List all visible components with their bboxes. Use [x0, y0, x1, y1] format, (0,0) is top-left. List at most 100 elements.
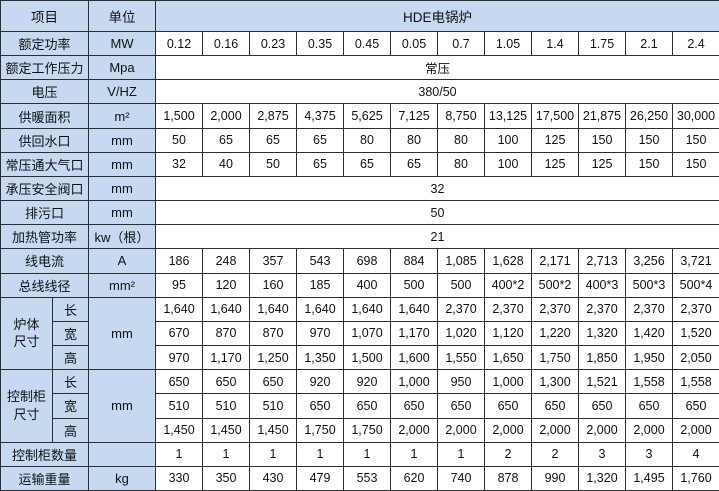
- value-cell: 2,000: [671, 417, 719, 443]
- table-row: 宽 510 510 510 650 650 650 650 650 650 650 650 650: [1, 393, 719, 419]
- value-cell: 1,640: [202, 296, 250, 322]
- row-unit: mm: [88, 296, 156, 371]
- value-cell: 650: [155, 369, 203, 395]
- row-label: 额定功率: [0, 30, 89, 57]
- value-cell: 186: [155, 248, 203, 274]
- table-row: 电压 V/HZ 380/50: [0, 79, 719, 105]
- value-cell: 80: [343, 127, 391, 153]
- value-cell: 125: [531, 127, 579, 153]
- table-row: 宽 670 870 870 970 1,070 1,170 1,020 1,120 1,220 1,…: [1, 320, 719, 347]
- value-cell: 510: [202, 393, 250, 419]
- value-cell: 0.16: [202, 30, 250, 57]
- value-cell: 1,520: [671, 320, 719, 347]
- value-cell: 95: [155, 272, 203, 298]
- value-cell: 2,000: [625, 417, 673, 443]
- value-cell: 50: [249, 151, 297, 177]
- table-row: 炉体 尺寸长 mm 1,640 1,640 1,640 1,640 1,640 1,640 2,…: [0, 296, 719, 371]
- value-cell: 2,000: [578, 417, 626, 443]
- merged-value-cell: 380/50: [154, 79, 719, 105]
- value-cell: 1,750: [296, 417, 344, 443]
- row-label: 炉体 尺寸: [0, 296, 53, 371]
- value-cell: 65: [296, 127, 344, 153]
- value-cell: 1,550: [437, 345, 485, 371]
- value-cell: 1,521: [578, 369, 626, 395]
- value-cell: 500*3: [625, 272, 673, 298]
- header-item: 项目: [0, 0, 89, 32]
- value-cell: 698: [343, 248, 391, 274]
- value-cell: 1,950: [625, 345, 673, 371]
- table-row: 额定工作压力 Mpa 常压: [0, 55, 719, 81]
- value-cell: 0.12: [155, 30, 203, 57]
- value-cell: 80: [437, 151, 485, 177]
- value-cell: 7,125: [390, 103, 438, 129]
- table-row: 供回水口 mm 50 65 65 65 80 80 80 100 125 150 150 150: [0, 127, 719, 153]
- value-cell: 479: [296, 465, 344, 491]
- value-cell: 100: [484, 127, 532, 153]
- value-cell: 2,370: [484, 296, 532, 322]
- row-label: 控制柜数量: [0, 441, 89, 467]
- value-cell: 1: [437, 441, 485, 467]
- value-cell: 500: [437, 272, 485, 298]
- value-cell: 1,500: [343, 345, 391, 371]
- value-cell: 1,850: [578, 345, 626, 371]
- value-cell: 120: [202, 272, 250, 298]
- value-cell: 1,640: [155, 296, 203, 322]
- value-cell: 2,171: [531, 248, 579, 274]
- merged-value-cell: 常压: [154, 55, 719, 81]
- row-label: 加热管功率: [0, 224, 89, 250]
- value-cell: 1,020: [437, 320, 485, 347]
- row-unit: kw（根）: [88, 224, 156, 250]
- value-cell: 2,370: [531, 296, 579, 322]
- value-cell: 2,875: [249, 103, 297, 129]
- value-cell: 150: [625, 151, 673, 177]
- value-cell: 2: [484, 441, 532, 467]
- value-cell: 40: [202, 151, 250, 177]
- row-label: 常压通大气口: [0, 151, 89, 177]
- value-cell: 65: [249, 127, 297, 153]
- value-cell: 1,070: [343, 320, 391, 347]
- value-cell: 350: [202, 465, 250, 491]
- value-cell: 884: [390, 248, 438, 274]
- row-unit: Mpa: [88, 55, 156, 81]
- value-cell: 50: [155, 127, 203, 153]
- value-cell: 2,713: [578, 248, 626, 274]
- value-cell: 920: [296, 369, 344, 395]
- row-unit: mm: [88, 175, 156, 202]
- value-cell: 2,000: [437, 417, 485, 443]
- value-cell: 150: [625, 127, 673, 153]
- row-unit: kg: [88, 465, 156, 491]
- value-cell: 21,875: [578, 103, 626, 129]
- row-label: 电压: [0, 79, 89, 105]
- value-cell: 248: [202, 248, 250, 274]
- value-cell: 13,125: [484, 103, 532, 129]
- value-cell: 1,320: [578, 465, 626, 491]
- value-cell: 1,085: [437, 248, 485, 274]
- value-cell: 3,721: [671, 248, 719, 274]
- value-cell: 3: [578, 441, 626, 467]
- merged-value-cell: 21: [154, 224, 719, 250]
- value-cell: 650: [343, 393, 391, 419]
- value-cell: 160: [249, 272, 297, 298]
- table-row: 排污口 mm 50: [0, 200, 719, 226]
- table-row: 承压安全阀口 mm 32: [0, 175, 719, 202]
- value-cell: 510: [155, 393, 203, 419]
- row-unit: m²: [88, 103, 156, 129]
- value-cell: 4,375: [296, 103, 344, 129]
- value-cell: 1,300: [531, 369, 579, 395]
- value-cell: 1: [390, 441, 438, 467]
- value-cell: 2,000: [484, 417, 532, 443]
- row-label: 运输重量: [0, 465, 89, 491]
- table-row: 高 970 1,170 1,250 1,350 1,500 1,600 1,550 1,650 1…: [1, 345, 719, 371]
- value-cell: 543: [296, 248, 344, 274]
- table-row: 供暖面积 m² 1,500 2,000 2,875 4,375 5,625 7,125 8,75…: [0, 103, 719, 129]
- value-cell: 400*2: [484, 272, 532, 298]
- value-cell: 1,250: [249, 345, 297, 371]
- value-cell: 0.05: [390, 30, 438, 57]
- table-row: 运输重量 kg 330 350 430 479 553 620 740 878 990 1,320 1,…: [0, 465, 719, 491]
- value-cell: 150: [671, 151, 719, 177]
- value-cell: 2,050: [671, 345, 719, 371]
- value-cell: 870: [202, 320, 250, 347]
- value-cell: 1,628: [484, 248, 532, 274]
- value-cell: 150: [671, 127, 719, 153]
- value-cell: 650: [296, 393, 344, 419]
